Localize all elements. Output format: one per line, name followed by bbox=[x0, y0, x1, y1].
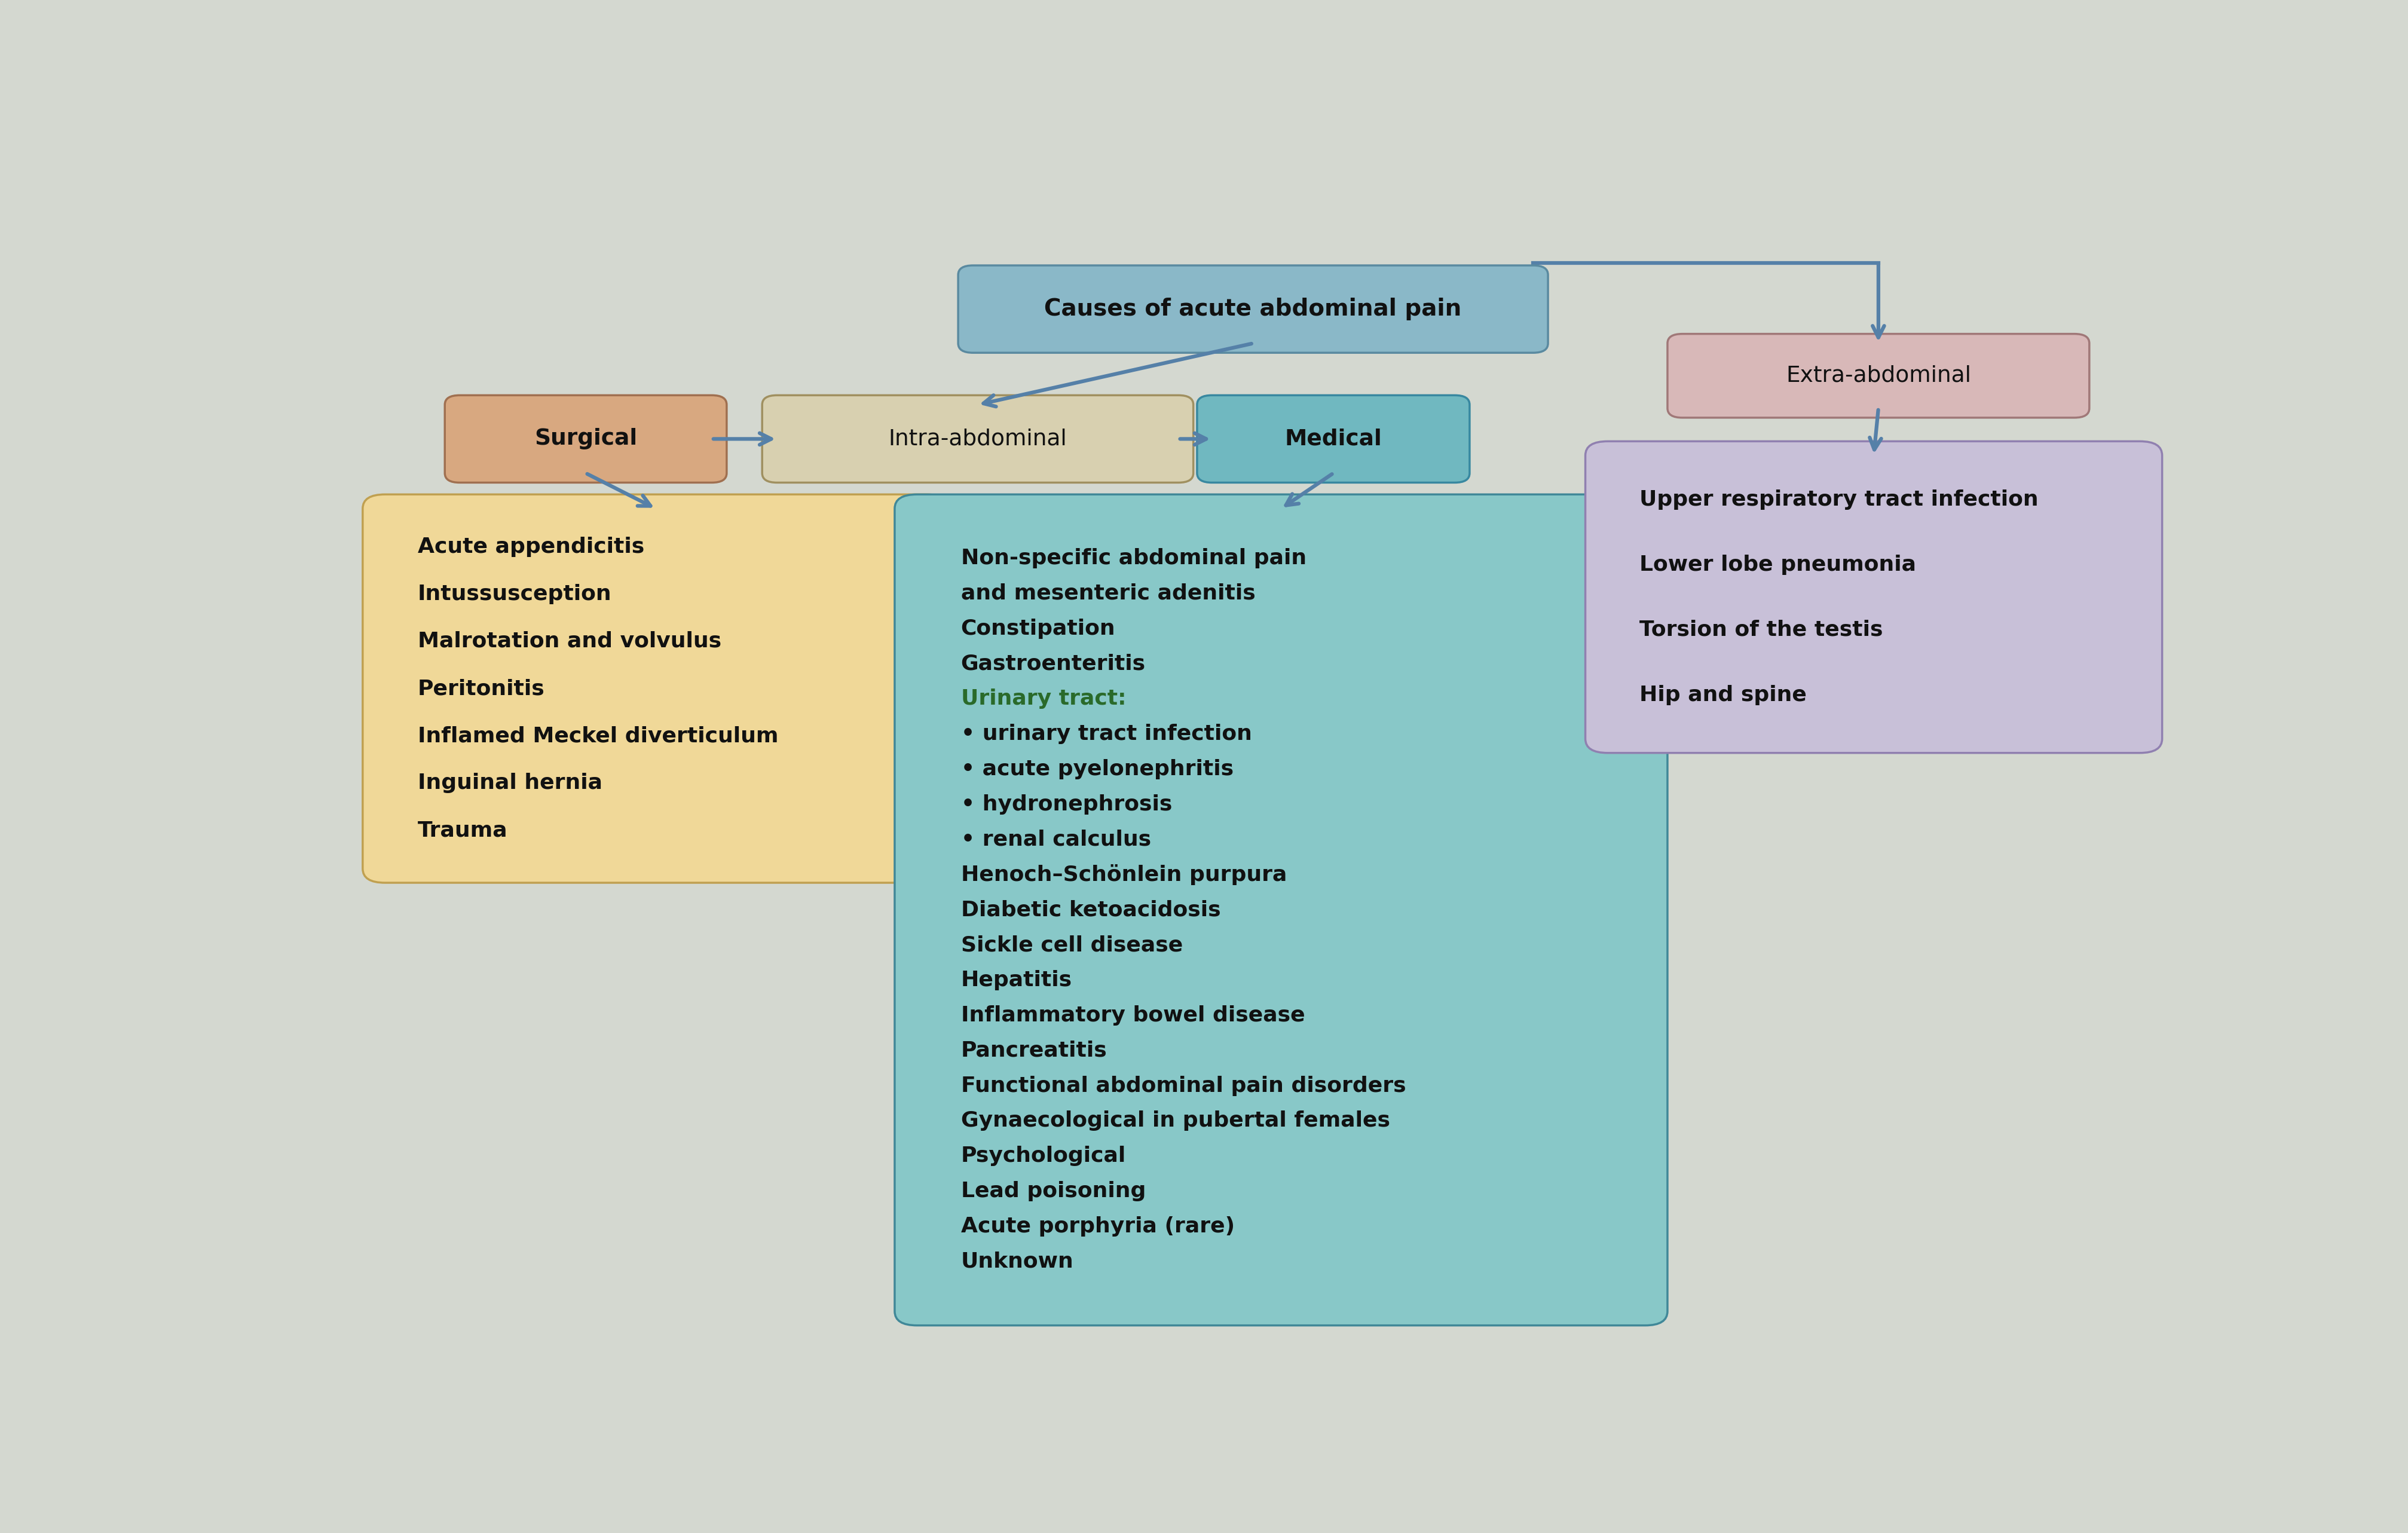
Text: Intra-abdominal: Intra-abdominal bbox=[889, 428, 1067, 449]
FancyBboxPatch shape bbox=[1584, 442, 2162, 753]
Text: Malrotation and volvulus: Malrotation and volvulus bbox=[417, 632, 720, 652]
FancyBboxPatch shape bbox=[761, 396, 1192, 483]
FancyBboxPatch shape bbox=[1197, 396, 1469, 483]
Text: Gynaecological in pubertal females: Gynaecological in pubertal females bbox=[961, 1111, 1389, 1131]
Text: Lower lobe pneumonia: Lower lobe pneumonia bbox=[1640, 555, 1917, 575]
Text: Psychological: Psychological bbox=[961, 1145, 1125, 1167]
Text: Intussusception: Intussusception bbox=[417, 584, 612, 604]
Text: Constipation: Constipation bbox=[961, 618, 1115, 639]
FancyBboxPatch shape bbox=[958, 265, 1548, 353]
Text: Causes of acute abdominal pain: Causes of acute abdominal pain bbox=[1045, 297, 1462, 320]
Text: Medical: Medical bbox=[1283, 428, 1382, 449]
Text: Henoch–Schönlein purpura: Henoch–Schönlein purpura bbox=[961, 865, 1286, 885]
Text: Torsion of the testis: Torsion of the testis bbox=[1640, 619, 1883, 639]
Text: Hepatitis: Hepatitis bbox=[961, 970, 1072, 990]
Text: Sickle cell disease: Sickle cell disease bbox=[961, 935, 1182, 955]
Text: Surgical: Surgical bbox=[535, 428, 638, 449]
Text: and mesenteric adenitis: and mesenteric adenitis bbox=[961, 583, 1255, 604]
Text: Lead poisoning: Lead poisoning bbox=[961, 1180, 1146, 1202]
Text: Non-specific abdominal pain: Non-specific abdominal pain bbox=[961, 549, 1305, 569]
Text: Trauma: Trauma bbox=[417, 820, 508, 840]
Text: Inflamed Meckel diverticulum: Inflamed Meckel diverticulum bbox=[417, 725, 778, 747]
Text: • renal calculus: • renal calculus bbox=[961, 829, 1151, 849]
Text: Peritonitis: Peritonitis bbox=[417, 679, 544, 699]
Text: Inguinal hernia: Inguinal hernia bbox=[417, 773, 602, 794]
Text: • acute pyelonephritis: • acute pyelonephritis bbox=[961, 759, 1233, 779]
Text: Acute appendicitis: Acute appendicitis bbox=[417, 537, 643, 556]
Text: Acute porphyria (rare): Acute porphyria (rare) bbox=[961, 1216, 1235, 1237]
Text: Inflammatory bowel disease: Inflammatory bowel disease bbox=[961, 1006, 1305, 1026]
Text: Extra-abdominal: Extra-abdominal bbox=[1784, 365, 1970, 386]
FancyBboxPatch shape bbox=[1666, 334, 2088, 417]
Text: Functional abdominal pain disorders: Functional abdominal pain disorders bbox=[961, 1076, 1406, 1096]
Text: Hip and spine: Hip and spine bbox=[1640, 685, 1806, 705]
Text: Diabetic ketoacidosis: Diabetic ketoacidosis bbox=[961, 900, 1221, 920]
Text: Upper respiratory tract infection: Upper respiratory tract infection bbox=[1640, 489, 2037, 509]
Text: Urinary tract:: Urinary tract: bbox=[961, 688, 1125, 710]
FancyBboxPatch shape bbox=[364, 495, 949, 883]
FancyBboxPatch shape bbox=[893, 495, 1666, 1326]
Text: Gastroenteritis: Gastroenteritis bbox=[961, 653, 1146, 675]
FancyBboxPatch shape bbox=[445, 396, 727, 483]
Text: • urinary tract infection: • urinary tract infection bbox=[961, 724, 1252, 744]
Text: Unknown: Unknown bbox=[961, 1251, 1074, 1272]
Text: • hydronephrosis: • hydronephrosis bbox=[961, 794, 1173, 814]
Text: Pancreatitis: Pancreatitis bbox=[961, 1041, 1108, 1061]
